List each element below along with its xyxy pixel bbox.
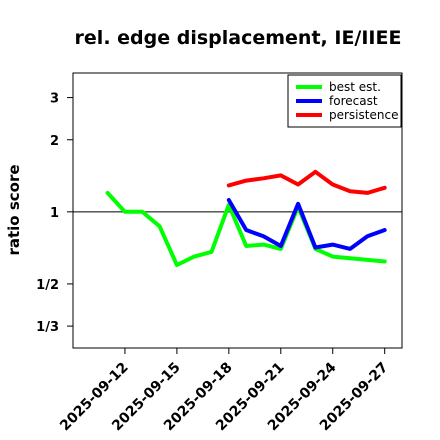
y-tick-label: 1/3 <box>36 320 59 335</box>
legend-label: persistence <box>329 108 398 122</box>
y-axis: 3 2 1 1/2 1/3 <box>36 92 73 335</box>
plot-frame <box>72 72 403 349</box>
legend-label: best est. <box>329 80 381 94</box>
legend-label: forecast <box>329 94 378 108</box>
series-line-persistence <box>226 169 387 195</box>
series-line-best-est <box>105 190 387 267</box>
y-axis-label: ratio score <box>5 164 23 255</box>
y-tick-label: 1 <box>50 206 59 221</box>
x-axis: 2025-09-122025-09-152025-09-182025-09-21… <box>57 348 392 434</box>
y-tick-label: 1/2 <box>36 278 59 293</box>
y-tick-label: 3 <box>50 92 59 107</box>
y-tick-label: 2 <box>50 134 59 149</box>
chart-title: rel. edge displacement, IE/IIEE <box>75 27 402 49</box>
series-line-forecast <box>226 198 387 251</box>
series-lines <box>105 169 387 267</box>
